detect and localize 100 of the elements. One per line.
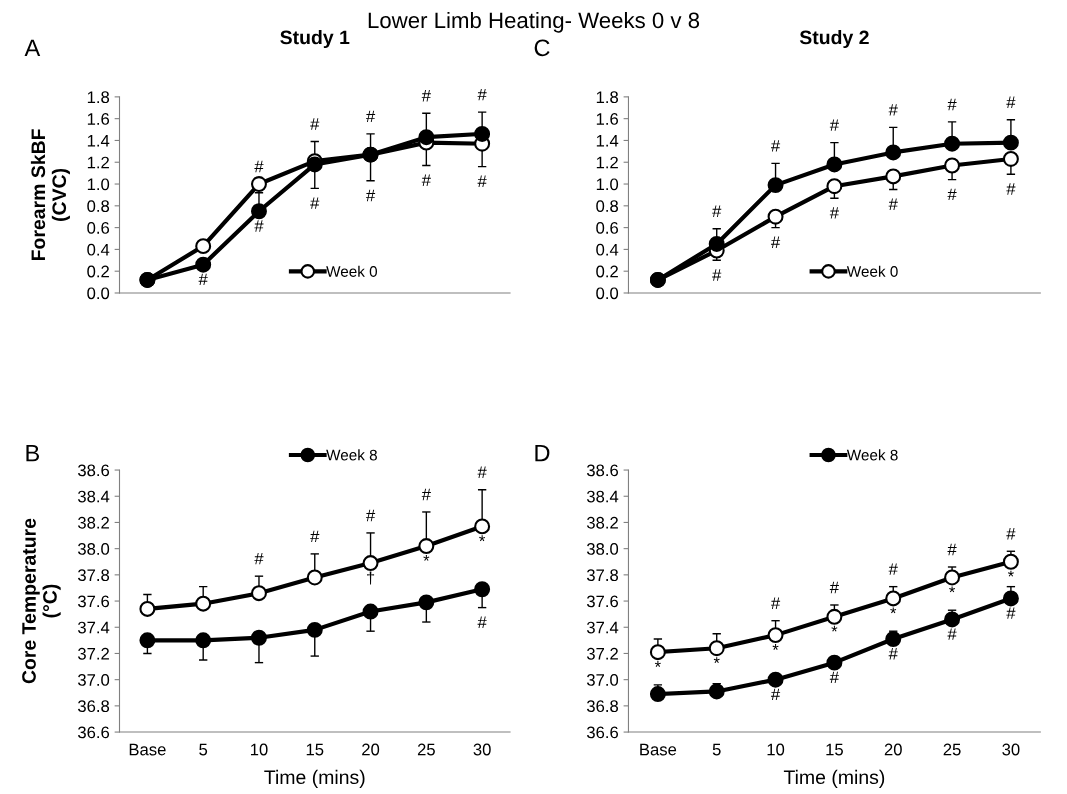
annotation: # — [829, 207, 839, 219]
y-tick-label: 37.0 — [586, 674, 619, 686]
annotation: * — [1007, 570, 1014, 577]
annotation: * — [831, 625, 838, 632]
y-tick-label: 38.4 — [77, 490, 110, 503]
annotation: # — [254, 552, 264, 565]
x-tick-label: 20 — [362, 743, 380, 756]
x-tick-label: Base — [640, 743, 677, 756]
y-tick-label: 1.0 — [596, 178, 619, 191]
chart-title: Lower Limb Heating- Weeks 0 v 8 — [368, 11, 700, 33]
annotation: # — [712, 205, 722, 217]
annotation: # — [477, 175, 487, 188]
y-tick-label: 36.6 — [586, 726, 619, 739]
annotation: # — [310, 118, 320, 130]
y-tick-label: 1.6 — [87, 113, 110, 125]
annotation: * — [654, 661, 661, 667]
y-tick-label: 38.0 — [77, 543, 110, 555]
legend-label: Week 0 — [846, 265, 898, 277]
x-tick-label: 25 — [943, 743, 961, 756]
y-tick-label: 0.2 — [596, 265, 618, 278]
x-axis-title: Time (mins) — [264, 769, 365, 788]
y-tick-label: 37.8 — [586, 569, 619, 582]
y-tick-label: 37.8 — [77, 569, 110, 582]
y-tick-label: 0.8 — [87, 200, 110, 213]
annotation: # — [888, 198, 898, 210]
y-tick-label: 38.6 — [586, 464, 619, 477]
annotation: # — [771, 597, 781, 609]
annotation: # — [947, 188, 957, 201]
annotation: # — [1006, 96, 1016, 108]
annotation: # — [365, 509, 376, 522]
y-tick-label: 0.6 — [87, 222, 110, 234]
annotation: # — [310, 530, 320, 543]
annotation: * — [890, 607, 897, 614]
annotation: # — [888, 104, 898, 116]
annotation: # — [365, 189, 376, 202]
text: C — [534, 39, 550, 57]
annotation: # — [771, 688, 781, 701]
x-tick-label: 25 — [417, 743, 435, 756]
annotation: † — [367, 571, 375, 585]
y-tick-label: 36.6 — [77, 726, 110, 739]
annotation: # — [421, 90, 431, 102]
annotation: # — [421, 174, 431, 186]
y-tick-label: 38.2 — [586, 516, 618, 529]
y-tick-label: 37.2 — [586, 647, 618, 660]
annotation: # — [254, 220, 264, 232]
x-tick-label: 5 — [199, 743, 208, 756]
x-tick-label: 15 — [306, 743, 324, 756]
y-tick-label: 37.4 — [586, 621, 619, 634]
annotation: * — [479, 535, 486, 542]
y-tick-label: 36.8 — [77, 700, 110, 713]
y-tick-label: 38.2 — [77, 516, 109, 529]
annotation: # — [829, 119, 839, 131]
y-tick-label: 0.4 — [87, 243, 110, 256]
annotation: # — [947, 543, 957, 556]
annotation: # — [947, 628, 957, 640]
x-tick-label: 10 — [767, 743, 785, 756]
y-tick-label: 1.2 — [596, 156, 618, 169]
y-tick-label: 0.0 — [87, 287, 110, 300]
y-tick-label: 0.8 — [596, 200, 619, 213]
y-tick-label: 1.6 — [596, 113, 619, 125]
x-tick-label: 30 — [1002, 743, 1020, 756]
annotation: * — [713, 657, 720, 664]
y-tick-label: 37.4 — [77, 621, 110, 634]
legend-label: Week 8 — [846, 449, 898, 461]
legend-label: Week 8 — [326, 449, 377, 461]
annotation: * — [949, 586, 956, 593]
y-tick-label: 1.4 — [87, 135, 110, 147]
annotation: # — [947, 98, 957, 111]
y-tick-label: 1.4 — [596, 135, 619, 147]
text: B — [26, 444, 40, 462]
annotation: * — [772, 644, 779, 650]
y-tick-label: 1.8 — [87, 91, 110, 104]
x-tick-label: 10 — [250, 743, 268, 756]
y-tick-label: 37.0 — [77, 674, 110, 686]
text: A — [24, 39, 41, 56]
y-tick-label: 1.2 — [87, 156, 109, 169]
chart-subtitle: Study 1 — [280, 30, 350, 49]
y-axis-title: Core Temperature (°C) — [22, 518, 61, 684]
text: D — [535, 444, 550, 462]
y-tick-label: 1.8 — [596, 91, 619, 104]
y-tick-label: 37.6 — [586, 595, 619, 608]
annotation: # — [1006, 183, 1016, 195]
x-tick-label: 20 — [884, 743, 902, 756]
annotation: # — [477, 616, 487, 629]
annotation: # — [771, 140, 781, 152]
annotation: # — [1006, 607, 1016, 619]
annotation: # — [198, 273, 208, 286]
annotation: # — [888, 563, 898, 575]
annotation: # — [365, 110, 376, 123]
annotation: # — [254, 160, 264, 173]
annotation: # — [771, 236, 781, 249]
y-tick-label: 38.0 — [586, 543, 619, 555]
annotation: * — [423, 554, 430, 561]
chart-subtitle: Study 2 — [799, 30, 869, 49]
x-axis-title: Time (mins) — [783, 769, 885, 788]
x-tick-label: 15 — [826, 743, 843, 756]
annotation: # — [712, 269, 722, 281]
annotation: # — [477, 466, 487, 478]
annotation: # — [829, 671, 839, 684]
y-tick-label: 36.8 — [586, 700, 619, 713]
